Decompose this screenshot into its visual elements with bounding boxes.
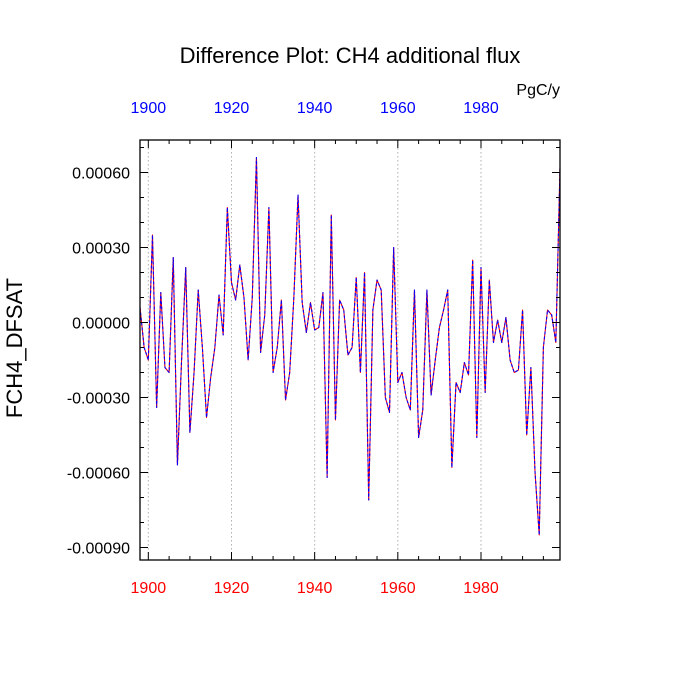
y-axis-label: FCH4_DFSAT: [2, 278, 27, 418]
x-tick-label-top: 1900: [131, 100, 167, 117]
x-tick-label-top: 1920: [214, 100, 250, 117]
axis-ticks: [140, 140, 560, 560]
x-tick-label-top: 1960: [380, 100, 416, 117]
x-tick-label-bottom: 1940: [297, 580, 333, 597]
series-line-red: [139, 156, 561, 536]
chart-title: Difference Plot: CH4 additional flux: [180, 43, 521, 68]
y-tick-label: -0.00090: [67, 541, 130, 558]
x-tick-label-bottom: 1900: [131, 580, 167, 597]
y-tick-label: 0.00030: [72, 241, 130, 258]
axis-tick-labels: 0.00060 0.00030 0.00000 -0.00030 -0.00060 -0.…: [67, 100, 499, 597]
units-label: PgC/y: [516, 82, 560, 99]
series-line-blue: [139, 156, 561, 536]
series-lines: [139, 156, 561, 536]
x-tick-label-top: 1940: [297, 100, 333, 117]
x-tick-label-bottom: 1920: [214, 580, 250, 597]
y-tick-label: 0.00000: [72, 316, 130, 333]
y-tick-label: -0.00060: [67, 466, 130, 483]
x-tick-label-bottom: 1960: [380, 580, 416, 597]
y-tick-label: 0.00060: [72, 166, 130, 183]
y-tick-label: -0.00030: [67, 391, 130, 408]
x-tick-label-top: 1980: [463, 100, 499, 117]
plot-frame: [139, 139, 561, 561]
grid-lines: [147, 140, 482, 560]
x-tick-label-bottom: 1980: [463, 580, 499, 597]
